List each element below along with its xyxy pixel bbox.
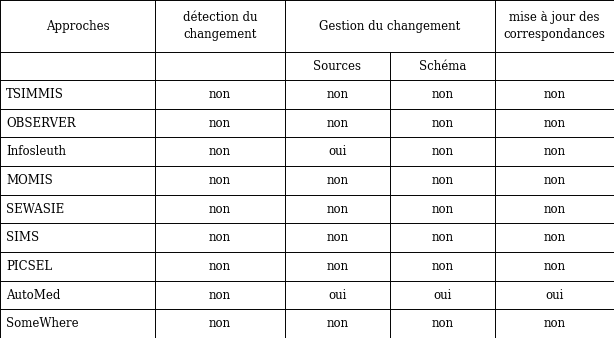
- Text: non: non: [327, 117, 349, 129]
- Text: non: non: [543, 317, 565, 330]
- Text: non: non: [432, 260, 454, 273]
- Text: non: non: [327, 88, 349, 101]
- Text: Schéma: Schéma: [419, 60, 466, 73]
- Text: non: non: [209, 88, 231, 101]
- Text: oui: oui: [545, 289, 564, 301]
- Text: non: non: [327, 174, 349, 187]
- Text: non: non: [543, 202, 565, 216]
- Text: non: non: [432, 145, 454, 158]
- Text: oui: oui: [433, 289, 452, 301]
- Text: Infosleuth: Infosleuth: [6, 145, 66, 158]
- Text: non: non: [543, 117, 565, 129]
- Text: non: non: [209, 117, 231, 129]
- Text: non: non: [327, 317, 349, 330]
- Text: OBSERVER: OBSERVER: [6, 117, 76, 129]
- Text: non: non: [209, 260, 231, 273]
- Text: MOMIS: MOMIS: [6, 174, 53, 187]
- Text: non: non: [209, 145, 231, 158]
- Text: non: non: [327, 260, 349, 273]
- Text: SomeWhere: SomeWhere: [6, 317, 79, 330]
- Text: non: non: [432, 174, 454, 187]
- Text: SIMS: SIMS: [6, 231, 39, 244]
- Text: non: non: [543, 145, 565, 158]
- Text: Gestion du changement: Gestion du changement: [319, 20, 460, 33]
- Text: non: non: [543, 174, 565, 187]
- Text: non: non: [432, 117, 454, 129]
- Text: oui: oui: [328, 145, 347, 158]
- Text: non: non: [209, 202, 231, 216]
- Text: TSIMMIS: TSIMMIS: [6, 88, 64, 101]
- Text: SEWASIE: SEWASIE: [6, 202, 64, 216]
- Text: non: non: [209, 289, 231, 301]
- Text: non: non: [209, 317, 231, 330]
- Text: non: non: [432, 231, 454, 244]
- Text: AutoMed: AutoMed: [6, 289, 60, 301]
- Text: non: non: [209, 231, 231, 244]
- Text: non: non: [543, 260, 565, 273]
- Text: PICSEL: PICSEL: [6, 260, 52, 273]
- Text: oui: oui: [328, 289, 347, 301]
- Text: Sources: Sources: [314, 60, 362, 73]
- Text: non: non: [327, 231, 349, 244]
- Text: mise à jour des
correspondances: mise à jour des correspondances: [503, 11, 605, 41]
- Text: non: non: [209, 174, 231, 187]
- Text: non: non: [432, 202, 454, 216]
- Text: non: non: [432, 88, 454, 101]
- Text: non: non: [327, 202, 349, 216]
- Text: Approches: Approches: [45, 20, 109, 33]
- Text: non: non: [543, 231, 565, 244]
- Text: non: non: [543, 88, 565, 101]
- Text: détection du
changement: détection du changement: [183, 11, 257, 41]
- Text: non: non: [432, 317, 454, 330]
